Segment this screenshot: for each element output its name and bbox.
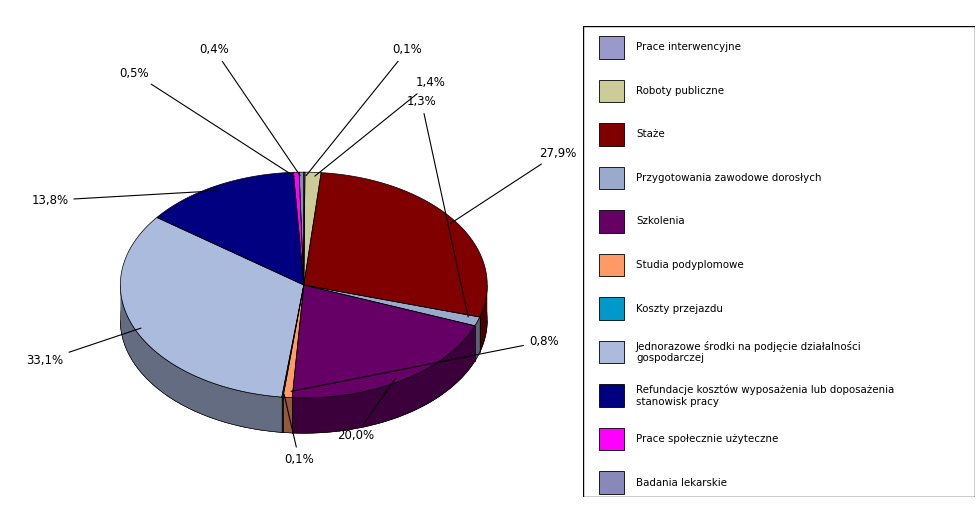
Text: 1,3%: 1,3% — [407, 95, 468, 317]
Polygon shape — [292, 285, 475, 398]
Polygon shape — [475, 317, 480, 361]
Bar — [599, 471, 624, 494]
Text: 0,1%: 0,1% — [306, 43, 422, 176]
Polygon shape — [304, 173, 487, 317]
Polygon shape — [480, 286, 487, 353]
Text: 27,9%: 27,9% — [451, 147, 576, 223]
Polygon shape — [304, 172, 305, 285]
Bar — [599, 428, 624, 450]
Bar — [599, 341, 624, 363]
Polygon shape — [293, 172, 304, 285]
Bar — [599, 384, 624, 407]
Text: 33,1%: 33,1% — [26, 328, 141, 367]
Polygon shape — [121, 285, 282, 433]
Polygon shape — [299, 172, 304, 285]
Polygon shape — [304, 285, 480, 326]
Polygon shape — [283, 285, 304, 397]
Polygon shape — [282, 285, 304, 397]
Text: 1,4%: 1,4% — [315, 76, 446, 176]
Text: Prace interwencyjne: Prace interwencyjne — [636, 42, 741, 52]
Text: Prace społecznie użyteczne: Prace społecznie użyteczne — [636, 434, 778, 444]
Text: Roboty publiczne: Roboty publiczne — [636, 86, 724, 96]
Text: Przygotowania zawodowe dorosłych: Przygotowania zawodowe dorosłych — [636, 173, 821, 183]
Text: Szkolenia: Szkolenia — [636, 217, 685, 226]
Text: 0,4%: 0,4% — [200, 43, 300, 176]
Bar — [599, 123, 624, 146]
Text: Studia podyplomowe: Studia podyplomowe — [636, 260, 744, 270]
Bar — [599, 36, 624, 59]
Bar — [599, 210, 624, 233]
Text: Staże: Staże — [636, 129, 664, 140]
Text: 20,0%: 20,0% — [337, 378, 396, 442]
Polygon shape — [282, 397, 283, 433]
Text: Jednorazowe środki na podjęcie działalności
gospodarczej: Jednorazowe środki na podjęcie działalno… — [636, 341, 861, 363]
Polygon shape — [304, 172, 321, 285]
Polygon shape — [121, 218, 304, 397]
Bar — [599, 254, 624, 276]
Ellipse shape — [121, 208, 487, 433]
Bar — [599, 79, 624, 102]
Polygon shape — [283, 397, 292, 433]
Text: 0,1%: 0,1% — [284, 394, 314, 465]
Text: Koszty przejazdu: Koszty przejazdu — [636, 303, 723, 314]
Polygon shape — [292, 326, 475, 433]
Bar — [599, 167, 624, 189]
Text: Badania lekarskie: Badania lekarskie — [636, 477, 727, 488]
Text: 13,8%: 13,8% — [31, 191, 219, 207]
Text: 0,8%: 0,8% — [291, 335, 559, 391]
Text: 0,5%: 0,5% — [120, 67, 294, 176]
Text: Refundacje kosztów wyposażenia lub doposażenia
stanowisk pracy: Refundacje kosztów wyposażenia lub dopos… — [636, 384, 895, 407]
Bar — [599, 297, 624, 320]
Polygon shape — [157, 172, 304, 285]
